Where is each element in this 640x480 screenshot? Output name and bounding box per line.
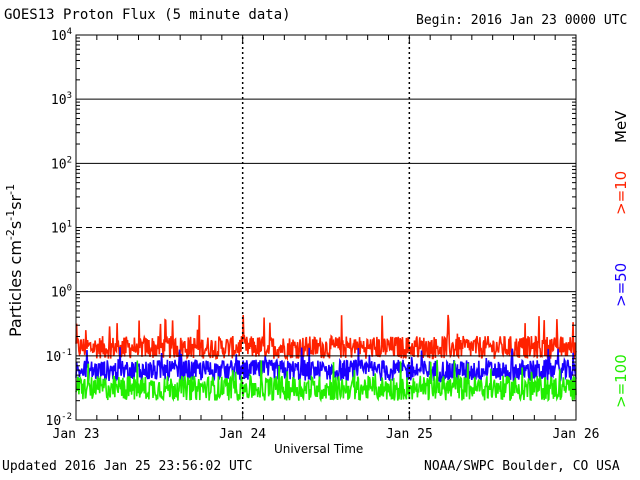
y-tick-label: 100 [51,284,72,301]
credit-text: NOAA/SWPC Boulder, CO USA [424,459,620,474]
updated-timestamp: Updated 2016 Jan 25 23:56:02 UTC [2,459,253,474]
y-tick-label: 103 [51,91,72,108]
series-label-2: >=50 [612,263,630,307]
y-tick-label: 10-1 [46,348,73,365]
series-line-2 [75,347,577,384]
x-tick-label: Jan 26 [553,427,600,442]
begin-time: Begin: 2016 Jan 23 0000 UTC [416,13,628,28]
x-tick-label: Jan 24 [219,427,266,442]
series-label-3: >=100 [612,354,630,408]
series-label-1: >=10 [612,171,630,215]
unit-label: MeV [612,110,630,143]
y-tick-label: 101 [51,220,72,237]
series-line-1 [75,314,577,362]
x-tick-label: Jan 25 [386,427,433,442]
y-tick-label: 10-2 [46,412,73,429]
x-axis-label: Universal Time [274,442,364,456]
y-tick-label: 104 [51,27,72,44]
series-line-3 [75,359,577,403]
chart-title: GOES13 Proton Flux (5 minute data) [4,7,291,23]
y-axis-label: Particles cm-2s-1sr-1 [4,184,25,337]
x-tick-label: Jan 23 [53,427,100,442]
y-tick-label: 102 [51,155,72,172]
